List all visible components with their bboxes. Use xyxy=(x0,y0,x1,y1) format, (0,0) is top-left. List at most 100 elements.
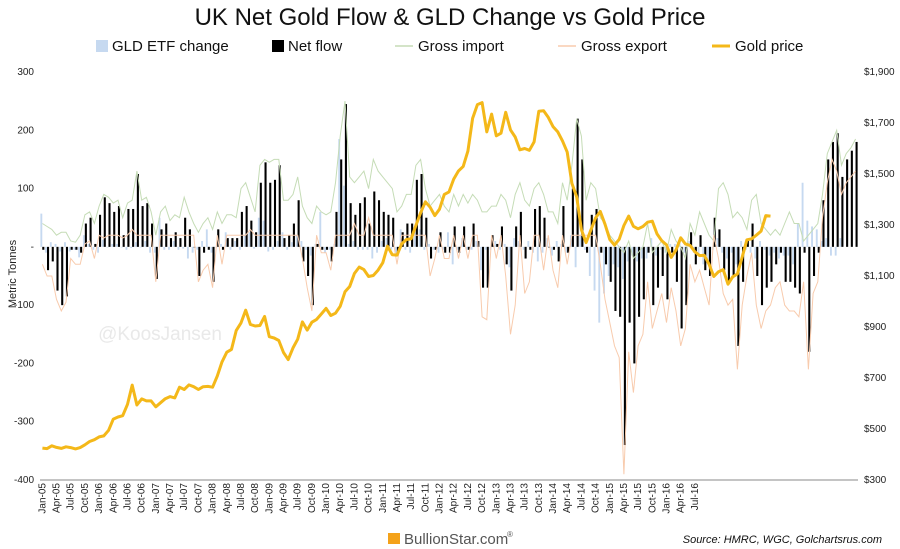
gld-bar xyxy=(92,246,95,250)
gld-bar xyxy=(234,241,237,247)
net-flow-bar xyxy=(316,243,319,247)
net-flow-bar xyxy=(756,246,759,276)
net-flow-bar xyxy=(638,246,641,317)
net-flow-bar xyxy=(278,165,281,247)
gld-bar xyxy=(777,246,780,259)
gld-bar xyxy=(272,246,274,250)
x-tick-label: Jan-13 xyxy=(491,483,502,514)
gld-bar xyxy=(305,246,308,250)
net-flow-bar xyxy=(642,246,645,300)
x-tick-label: Jan-15 xyxy=(605,483,616,514)
gld-bar xyxy=(650,238,653,247)
gld-bar xyxy=(54,243,57,247)
gld-bar xyxy=(626,246,629,262)
net-flow-bar xyxy=(325,246,329,250)
net-flow-bar xyxy=(515,226,518,247)
gld-bar xyxy=(111,243,114,247)
right-tick-label: $700 xyxy=(864,373,887,384)
net-flow-bar xyxy=(231,238,234,247)
net-flow-bar xyxy=(302,246,305,262)
left-tick-label: 100 xyxy=(17,184,34,195)
legend-price-label: Gold price xyxy=(735,38,803,55)
net-flow-bar xyxy=(562,206,565,247)
right-tick-label: $900 xyxy=(864,322,887,333)
net-flow-bar xyxy=(841,176,844,247)
net-flow-bar xyxy=(236,238,239,247)
net-flow-bar xyxy=(340,159,343,247)
net-flow-bar xyxy=(344,104,347,247)
gld-bar xyxy=(101,239,104,247)
gld-bar xyxy=(177,246,180,250)
gld-bar xyxy=(409,246,412,253)
net-flow-bar xyxy=(359,203,362,247)
gld-bar xyxy=(465,246,468,250)
gld-bar xyxy=(503,243,506,247)
gld-bar xyxy=(106,246,109,248)
net-flow-bar xyxy=(652,246,655,306)
gld-bar xyxy=(815,229,818,247)
net-flow-bar xyxy=(727,246,730,282)
gld-bar xyxy=(631,246,634,256)
net-flow-bar xyxy=(401,232,404,247)
net-flow-bar xyxy=(169,238,173,247)
legend-gld-label: GLD ETF change xyxy=(112,38,229,55)
net-flow-bar xyxy=(425,217,428,247)
net-flow-bar xyxy=(240,211,243,247)
net-flow-bar xyxy=(99,214,102,247)
gld-bar xyxy=(158,217,161,247)
gld-bar xyxy=(612,246,615,265)
net-flow-bar xyxy=(415,179,418,247)
gld-bar xyxy=(97,246,100,253)
gld-bar xyxy=(324,246,326,253)
net-flow-bar xyxy=(765,246,768,288)
gld-bar xyxy=(811,226,813,247)
net-flow-bar xyxy=(671,246,674,253)
net-flow-bar xyxy=(623,246,626,446)
net-flow-bar xyxy=(534,208,537,247)
net-flow-bar xyxy=(42,246,45,250)
net-flow-bar xyxy=(70,246,73,250)
gld-bar xyxy=(366,246,369,250)
x-tick-label: Apr-10 xyxy=(335,483,346,513)
gld-bar xyxy=(428,243,430,247)
gld-bar xyxy=(565,246,568,253)
net-flow-bar xyxy=(94,243,97,247)
net-flow-bar xyxy=(586,246,589,253)
gld-bar xyxy=(607,246,610,276)
gld-bar xyxy=(579,235,582,247)
gld-bar xyxy=(787,246,790,256)
gld-bar xyxy=(763,246,766,250)
net-flow-bar xyxy=(699,235,702,247)
gld-bar xyxy=(768,246,771,256)
gross-import-line xyxy=(42,101,857,261)
source-note: Source: HMRC, WGC, Golchartsrus.com xyxy=(683,534,882,546)
gld-bar xyxy=(598,246,601,323)
net-flow-bar xyxy=(207,246,210,250)
logo-registered: ® xyxy=(507,530,513,539)
net-flow-bar xyxy=(203,246,206,253)
gld-bar xyxy=(655,246,657,256)
net-flow-bar xyxy=(803,246,806,253)
gld-bar xyxy=(59,246,62,252)
net-flow-bar xyxy=(619,246,622,317)
gld-bar xyxy=(49,242,52,247)
x-tick-label: Apr-05 xyxy=(52,483,63,513)
net-flow-bar xyxy=(354,214,357,247)
gld-bar xyxy=(603,246,605,294)
net-flow-bar xyxy=(255,232,258,247)
left-tick-label: 200 xyxy=(17,125,34,136)
net-flow-bar xyxy=(519,211,522,247)
left-tick-label: -400 xyxy=(14,475,34,486)
net-flow-bar xyxy=(463,226,466,247)
net-flow-bar xyxy=(259,182,262,247)
gld-bar xyxy=(418,229,421,247)
gld-bar xyxy=(621,246,624,279)
gld-bar xyxy=(40,213,43,247)
x-tick-label: Oct-14 xyxy=(591,483,602,513)
net-flow-bar xyxy=(609,246,612,282)
gld-bar xyxy=(617,246,620,268)
gld-bar xyxy=(659,246,662,250)
net-flow-bar xyxy=(614,246,617,311)
net-flow-bar xyxy=(567,246,570,253)
gld-bar xyxy=(144,241,147,247)
